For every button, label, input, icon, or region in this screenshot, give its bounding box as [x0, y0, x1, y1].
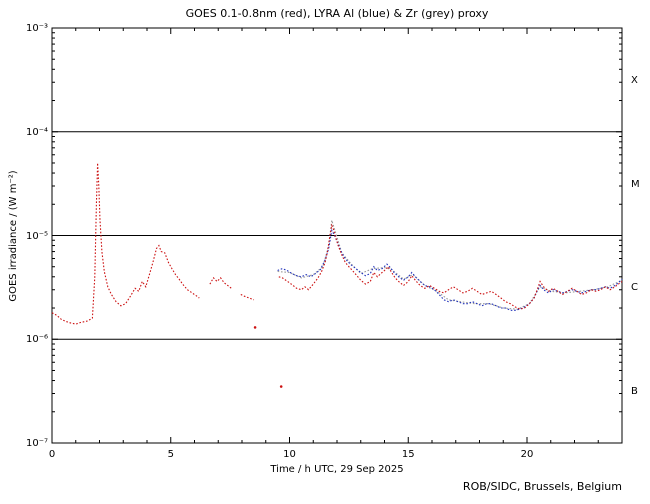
- x-tick-label-5: 5: [168, 449, 174, 460]
- series-path-red: [51, 162, 200, 325]
- y-tick-label-1e-3: 10⁻³: [26, 23, 48, 34]
- series-path-red: [278, 223, 623, 310]
- y-axis-label: GOES irradiance / (W m⁻²): [8, 170, 19, 301]
- x-tick-label-10: 10: [283, 449, 296, 460]
- y-tick-label-1e-6: 10⁻⁶: [26, 334, 48, 345]
- x-tick-label-15: 15: [402, 449, 415, 460]
- plot-area: [51, 27, 623, 444]
- outlier-point-red: [279, 385, 283, 388]
- series-path-red: [209, 277, 232, 289]
- y-tick-label-1e-5: 10⁻⁵: [26, 231, 48, 242]
- x-axis-label: Time / h UTC, 29 Sep 2025: [269, 464, 403, 475]
- outlier-point-red: [253, 326, 257, 329]
- flare-class-label-x: X: [631, 75, 638, 86]
- credit-text: ROB/SIDC, Brussels, Belgium: [463, 480, 622, 493]
- x-tick-label-0: 0: [49, 449, 55, 460]
- chart-title: GOES 0.1-0.8nm (red), LYRA Al (blue) & Z…: [186, 7, 489, 20]
- flare-class-label-b: B: [631, 386, 638, 397]
- y-tick-label-1e-4: 10⁻⁴: [26, 127, 48, 138]
- flare-class-label-m: M: [631, 179, 640, 190]
- y-tick-label-1e-7: 10⁻⁷: [26, 438, 48, 449]
- series-path-grey: [277, 220, 623, 310]
- series-path-red: [240, 294, 255, 301]
- flare-class-label-c: C: [631, 282, 638, 293]
- x-tick-label-20: 20: [521, 449, 534, 460]
